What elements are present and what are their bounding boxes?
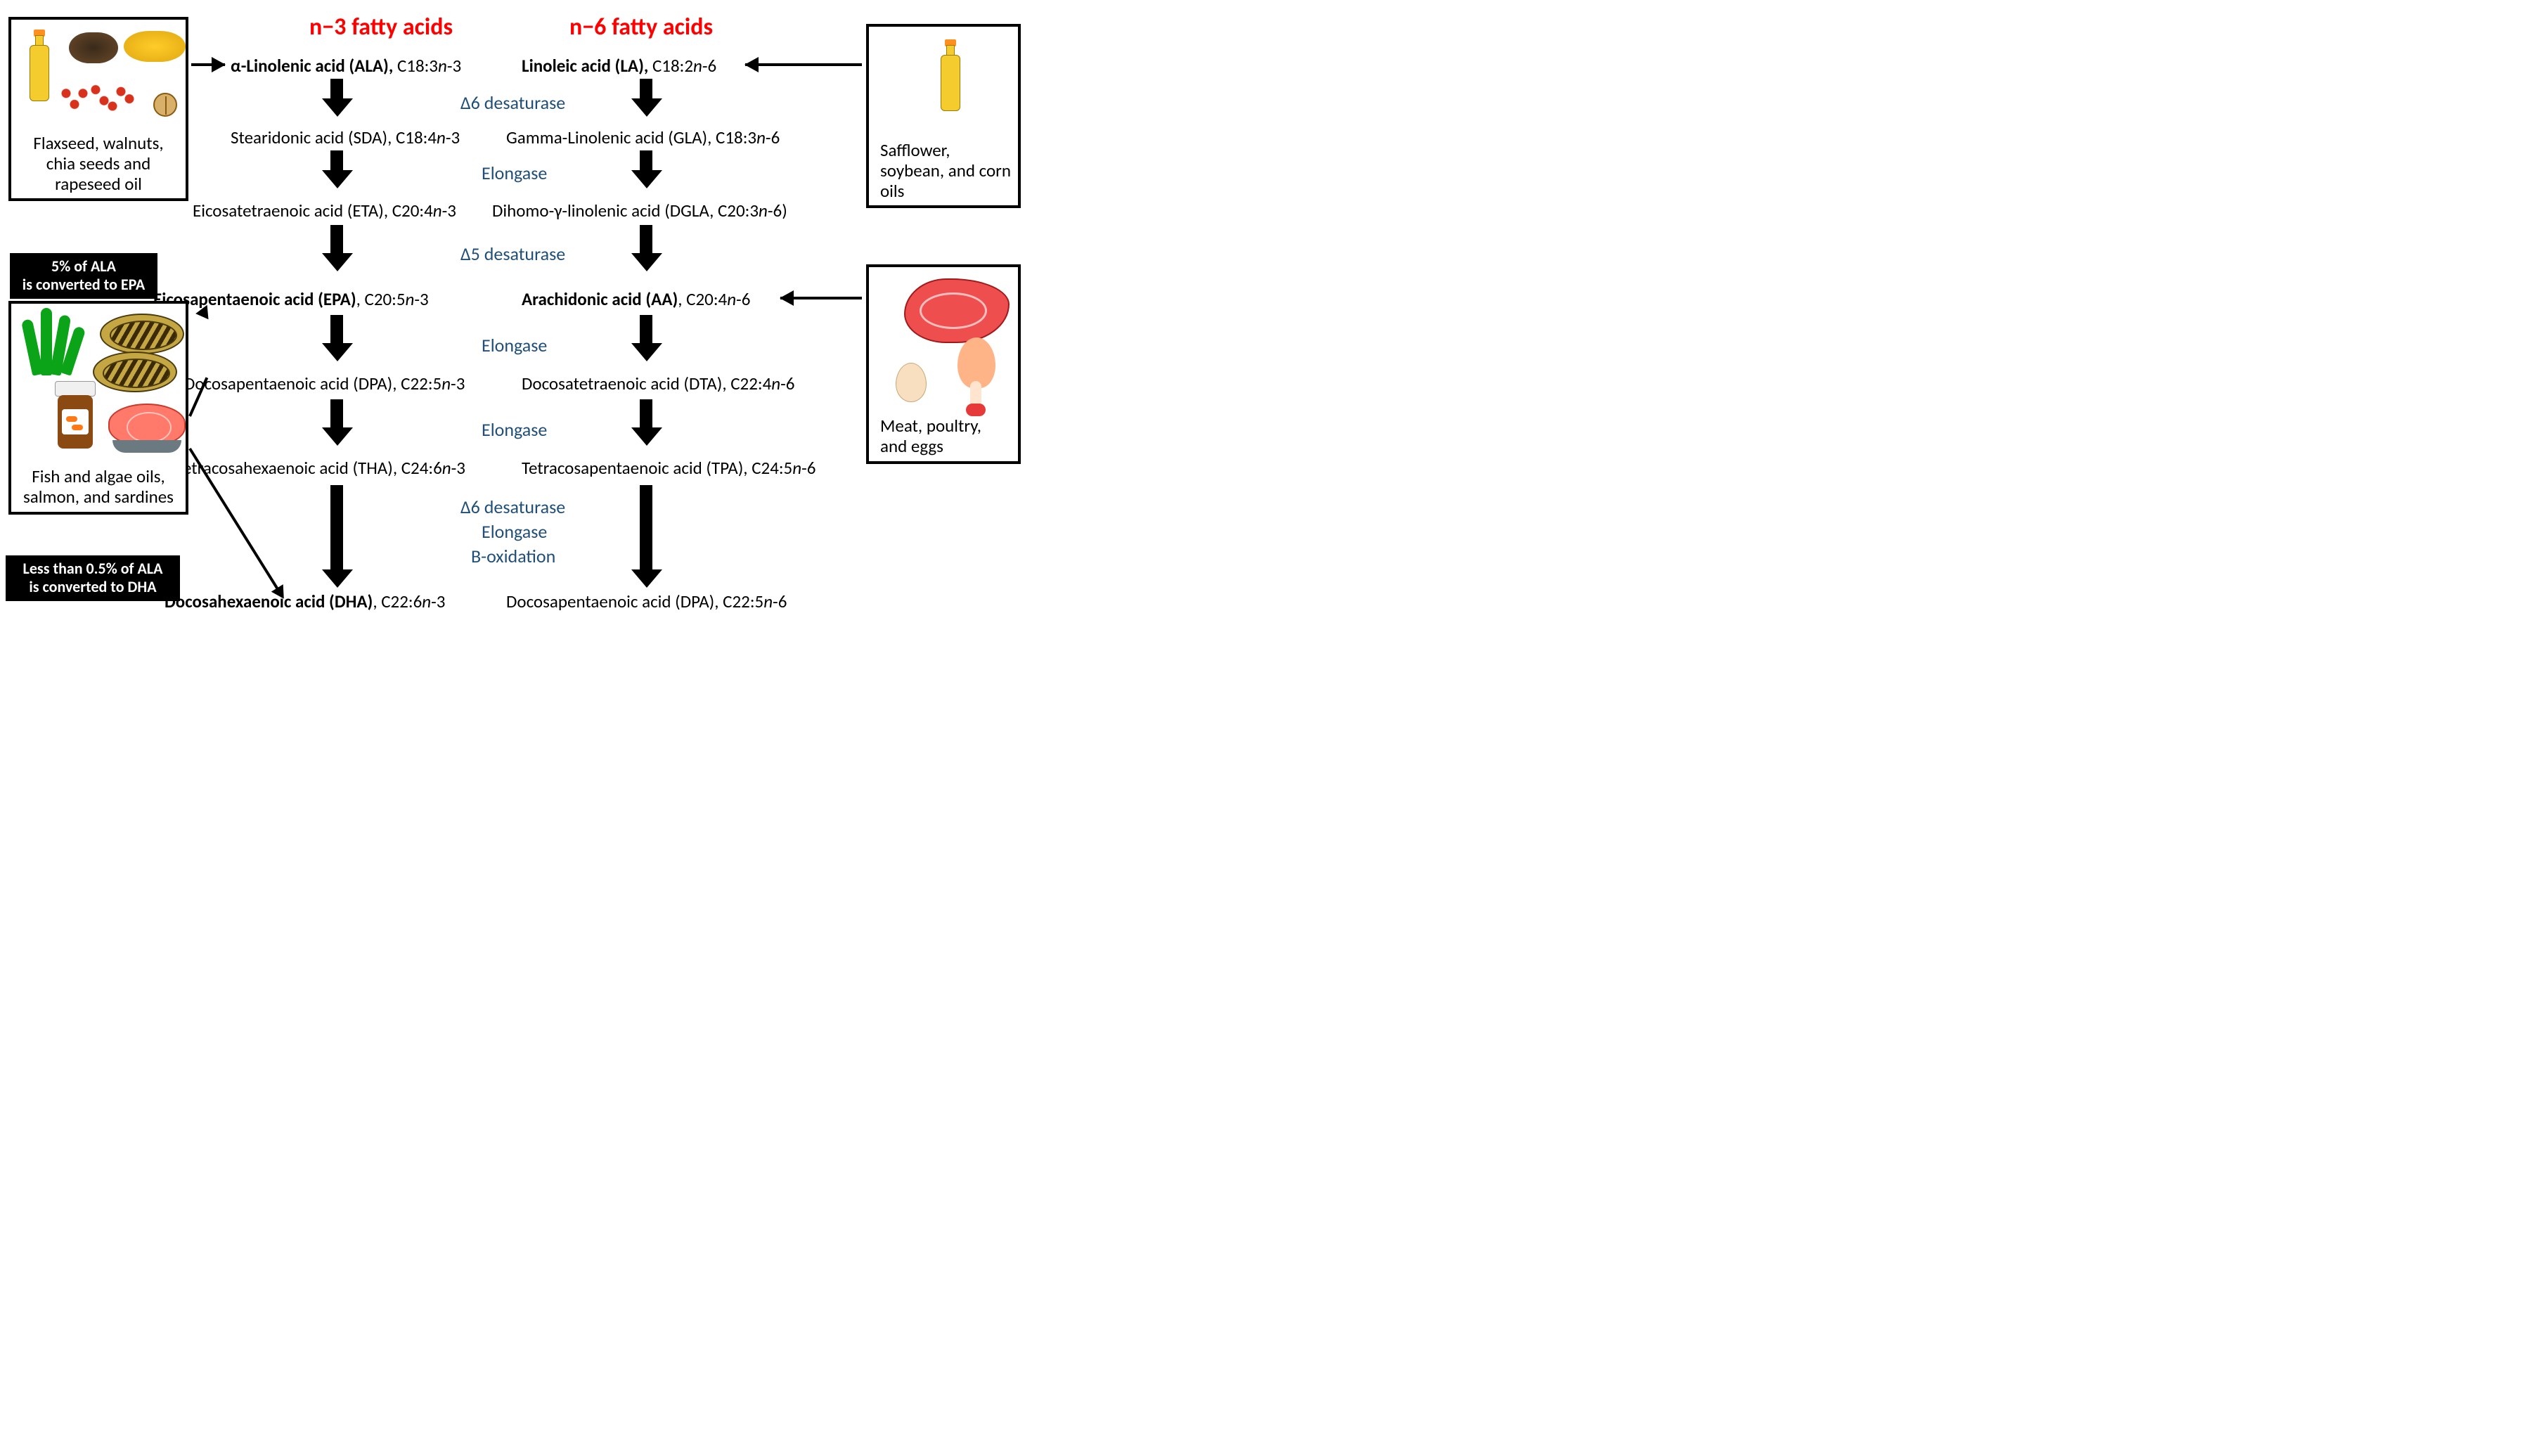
n6-s3-ital: n	[759, 200, 768, 221]
n6-s5-txt: Docosatetraenoic acid (DTA), C22:4	[522, 373, 771, 394]
enzyme-final-line3: B-oxidation	[471, 545, 555, 567]
n6-s3-label: Dihomo-γ-linolenic acid (DGLA, C20:3n-6)	[492, 200, 787, 221]
n3-s5-ital: n	[441, 373, 451, 394]
n6-s1-bold: Linoleic acid (LA),	[522, 55, 648, 77]
n6-s5-tail: -6	[780, 373, 794, 394]
n3-s7-rest: , C22:6	[373, 591, 422, 612]
steak-icon	[904, 278, 1010, 343]
n6-s2-ital: n	[756, 127, 766, 148]
n3-s2-txt: Stearidonic acid (SDA), C18:4	[231, 127, 437, 148]
n3-s7-tail: -3	[431, 591, 445, 612]
sardine-can-icon	[100, 314, 184, 354]
enzyme-elongase-2: Elongase	[482, 334, 547, 356]
n3-s4-ital: n	[406, 288, 415, 310]
n3-s6-ital: n	[442, 457, 451, 479]
n6-s2-label: Gamma-Linolenic acid (GLA), C18:3n-6	[506, 127, 780, 148]
n3-s1-rest: C18:3	[393, 55, 438, 77]
n6-s7-tail: -6	[773, 591, 787, 612]
n3-s4-tail: -3	[414, 288, 428, 310]
n3-s1-label: α-Linolenic acid (ALA), C18:3n-3	[231, 55, 461, 77]
oil-bottle-icon	[27, 30, 52, 105]
n3-s6-txt: Tetracosahexaenoic acid (THA), C24:6	[176, 457, 442, 479]
n6-s3-txt: Dihomo-γ-linolenic acid (DGLA, C20:3	[492, 200, 759, 221]
enzyme-final-line2: Elongase	[482, 520, 547, 543]
callout-dha-line1: Less than 0.5% of ALA	[23, 559, 163, 578]
source-la-caption: Safflower, soybean, and corn oils	[876, 141, 1011, 201]
enzyme-d6-top: Δ6 desaturase	[460, 91, 565, 114]
source-meat-caption: Meat, poultry, and eggs	[876, 416, 1011, 457]
n3-s4-rest: , C20:5	[356, 288, 406, 310]
callout-epa-line1: 5% of ALA	[51, 257, 116, 276]
n6-s1-rest: C18:2	[648, 55, 693, 77]
n6-s6-label: Tetracosapentaenoic acid (TPA), C24:5n-6	[522, 457, 815, 479]
drumstick-icon	[953, 337, 1000, 415]
enzyme-elongase-1: Elongase	[482, 162, 547, 184]
n6-s1-ital: n	[693, 55, 702, 77]
n3-s3-label: Eicosatetraenoic acid (ETA), C20:4n-3	[193, 200, 456, 221]
callout-epa-line2: is converted to EPA	[22, 275, 145, 294]
n3-s7-label: Docosahexaenoic acid (DHA), C22:6n-3	[165, 591, 445, 612]
n6-header: n−6 fatty acids	[569, 13, 713, 41]
enzyme-elongase-3: Elongase	[482, 418, 547, 441]
n6-s4-ital: n	[727, 288, 736, 310]
n3-header: n−3 fatty acids	[309, 13, 453, 41]
enzyme-final-line1: Δ6 desaturase	[460, 496, 565, 518]
n3-s5-txt: Docosapentaenoic acid (DPA), C22:5	[184, 373, 441, 394]
callout-epa: 5% of ALA is converted to EPA	[10, 253, 157, 299]
egg-icon	[896, 363, 927, 402]
n3-s3-ital: n	[433, 200, 442, 221]
salmon-icon	[108, 404, 186, 457]
n6-s5-ital: n	[771, 373, 780, 394]
n6-s4-bold: Arachidonic acid (AA)	[522, 288, 678, 310]
source-fish-caption: Fish and algae oils, salmon, and sardine…	[18, 467, 179, 508]
n3-s4-label: Eicosapentaenoic acid (EPA), C20:5n-3	[153, 288, 429, 310]
pill-bottle-icon	[53, 381, 97, 451]
n6-s4-label: Arachidonic acid (AA), C20:4n-6	[522, 288, 750, 310]
n3-s3-tail: -3	[442, 200, 456, 221]
n6-s7-ital: n	[763, 591, 773, 612]
source-box-meat: Meat, poultry, and eggs	[866, 264, 1021, 464]
n6-s6-tail: -6	[801, 457, 815, 479]
n3-s2-label: Stearidonic acid (SDA), C18:4n-3	[231, 127, 460, 148]
sardine-can-icon-2	[93, 352, 177, 392]
callout-dha: Less than 0.5% of ALA is converted to DH…	[6, 555, 180, 601]
n3-s3-txt: Eicosatetraenoic acid (ETA), C20:4	[193, 200, 433, 221]
n6-s1-label: Linoleic acid (LA), C18:2n-6	[522, 55, 716, 77]
source-box-ala: Flaxseed, walnuts, chia seeds and rapese…	[8, 17, 188, 201]
source-box-fish: Fish and algae oils, salmon, and sardine…	[8, 301, 188, 515]
n3-s1-tail: -3	[447, 55, 461, 77]
n6-s1-tail: -6	[702, 55, 716, 77]
n6-s6-ital: n	[792, 457, 801, 479]
n3-s6-label: Tetracosahexaenoic acid (THA), C24:6n-3	[176, 457, 465, 479]
algae-icon	[22, 311, 86, 381]
n3-s5-tail: -3	[451, 373, 465, 394]
walnut-icon	[153, 93, 177, 117]
n3-s6-tail: -3	[451, 457, 465, 479]
flaxseed-icon	[58, 79, 142, 115]
n6-s6-txt: Tetracosapentaenoic acid (TPA), C24:5	[522, 457, 792, 479]
chia-seeds-icon	[69, 32, 118, 63]
n3-s2-ital: n	[437, 127, 446, 148]
n6-s7-label: Docosapentaenoic acid (DPA), C22:5n-6	[506, 591, 787, 612]
oil-bottle-icon-2	[938, 39, 963, 115]
n3-s1-bold: α-Linolenic acid (ALA),	[231, 55, 393, 77]
n3-s1-ital: n	[438, 55, 447, 77]
corn-kernels-icon	[124, 31, 186, 62]
n6-s2-txt: Gamma-Linolenic acid (GLA), C18:3	[506, 127, 756, 148]
n6-s4-rest: , C20:4	[678, 288, 727, 310]
n6-s5-label: Docosatetraenoic acid (DTA), C22:4n-6	[522, 373, 794, 394]
n6-s3-tail: -6)	[768, 200, 787, 221]
n6-s2-tail: -6	[766, 127, 780, 148]
n3-s5-label: Docosapentaenoic acid (DPA), C22:5n-3	[184, 373, 465, 394]
source-box-la: Safflower, soybean, and corn oils	[866, 24, 1021, 208]
source-ala-caption: Flaxseed, walnuts, chia seeds and rapese…	[18, 134, 179, 194]
n3-s7-ital: n	[422, 591, 431, 612]
n6-s4-tail: -6	[736, 288, 750, 310]
n6-s7-txt: Docosapentaenoic acid (DPA), C22:5	[506, 591, 763, 612]
callout-dha-line2: is converted to DHA	[29, 577, 156, 596]
n3-s7-bold: Docosahexaenoic acid (DHA)	[165, 591, 373, 612]
enzyme-d5: Δ5 desaturase	[460, 243, 565, 265]
n3-s2-tail: -3	[446, 127, 460, 148]
